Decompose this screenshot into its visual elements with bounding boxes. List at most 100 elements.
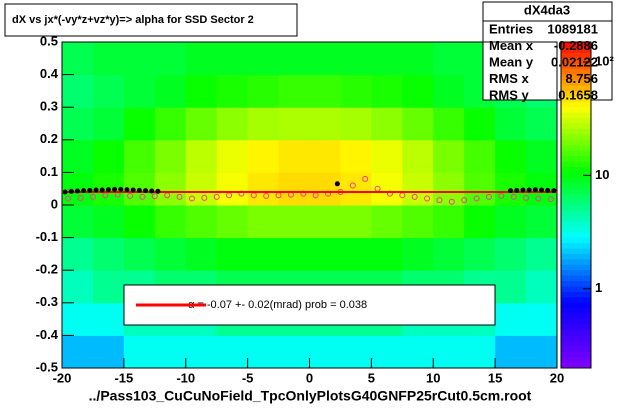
heat-cell bbox=[526, 302, 558, 336]
heat-cell bbox=[526, 107, 558, 141]
heat-cell bbox=[464, 172, 496, 206]
heat-cell bbox=[216, 74, 249, 108]
heat-cell bbox=[402, 139, 434, 173]
heat-cell bbox=[62, 74, 94, 108]
palette-step bbox=[561, 63, 591, 70]
chart-title: dX vs jx*(-vy*z+vz*y)=> alpha for SSD Se… bbox=[12, 14, 254, 26]
heat-cell bbox=[340, 172, 372, 206]
heat-cell bbox=[495, 107, 527, 141]
palette-step bbox=[561, 58, 591, 65]
profile-point bbox=[112, 186, 118, 192]
heat-cell bbox=[154, 139, 187, 173]
heat-cell bbox=[464, 335, 496, 369]
profile-point bbox=[105, 187, 111, 193]
palette-step bbox=[561, 297, 591, 304]
heat-cell bbox=[340, 139, 372, 173]
palette-step bbox=[561, 275, 591, 282]
palette-step bbox=[561, 340, 591, 347]
heat-cell bbox=[247, 172, 280, 206]
z-tick-label: 10 bbox=[595, 167, 609, 182]
heat-cell bbox=[185, 172, 218, 206]
palette-step bbox=[561, 123, 591, 130]
x-tick-label: -5 bbox=[242, 370, 254, 385]
profile-point bbox=[81, 188, 87, 194]
heat-cell bbox=[92, 270, 125, 304]
profile-point bbox=[124, 187, 130, 193]
heat-cell bbox=[154, 107, 187, 141]
profile-point bbox=[424, 195, 431, 202]
heat-cell bbox=[526, 270, 558, 304]
heat-cell bbox=[154, 335, 187, 369]
profile-point bbox=[448, 198, 455, 205]
heat-cell bbox=[278, 205, 310, 239]
profile-point bbox=[510, 193, 517, 200]
z-tick-label: 1 bbox=[595, 280, 602, 295]
heat-cell bbox=[216, 42, 249, 76]
heat-cell bbox=[526, 335, 558, 369]
profile-point bbox=[520, 187, 526, 193]
heat-cell bbox=[92, 335, 125, 369]
palette-step bbox=[561, 177, 591, 184]
title-box bbox=[4, 3, 298, 37]
profile-point bbox=[532, 187, 538, 193]
heat-cell bbox=[62, 302, 94, 336]
x-tick-label: -20 bbox=[53, 370, 72, 385]
heat-cell bbox=[185, 42, 218, 76]
heat-cell bbox=[216, 172, 249, 206]
profile-point bbox=[130, 187, 136, 193]
heat-cell bbox=[247, 139, 280, 173]
heat-cell bbox=[309, 42, 341, 76]
heat-cell bbox=[495, 302, 527, 336]
palette-step bbox=[561, 253, 591, 260]
palette-step bbox=[561, 80, 591, 86]
palette-step bbox=[561, 351, 591, 358]
heat-cell bbox=[123, 205, 156, 239]
heat-cell bbox=[340, 237, 372, 271]
profile-point bbox=[87, 187, 93, 193]
heat-cell bbox=[371, 237, 403, 271]
stats-label: Entries bbox=[489, 21, 533, 36]
heat-cell bbox=[433, 237, 465, 271]
palette-step bbox=[561, 85, 591, 92]
profile-point bbox=[77, 194, 84, 201]
heat-cell bbox=[247, 205, 280, 239]
x-tick-label: 0 bbox=[306, 370, 313, 385]
profile-point bbox=[93, 187, 99, 193]
profile-point bbox=[349, 182, 356, 189]
heat-cell bbox=[185, 335, 218, 369]
heat-cell bbox=[123, 42, 156, 76]
heat-cell bbox=[92, 237, 125, 271]
stats-title: dX4da3 bbox=[524, 2, 570, 17]
palette-step bbox=[561, 324, 591, 331]
stats-value: 0.02122 bbox=[551, 54, 598, 69]
palette-step bbox=[561, 237, 591, 244]
heat-cell bbox=[402, 74, 434, 108]
heat-cell bbox=[371, 42, 403, 76]
profile-point bbox=[411, 193, 418, 200]
heat-cell bbox=[185, 237, 218, 271]
heat-cell bbox=[92, 205, 125, 239]
heat-cell bbox=[309, 172, 341, 206]
heat-cell bbox=[464, 139, 496, 173]
palette-step bbox=[561, 281, 591, 287]
x-tick-label: -10 bbox=[176, 370, 195, 385]
profile-point bbox=[143, 188, 149, 194]
profile-point bbox=[127, 192, 134, 199]
x-tick-label: 15 bbox=[488, 370, 502, 385]
heat-cell bbox=[92, 139, 125, 173]
heat-cell bbox=[464, 205, 496, 239]
profile-point bbox=[139, 193, 146, 200]
stats-value: 1089181 bbox=[547, 21, 598, 36]
palette-step bbox=[561, 232, 591, 239]
palette-step bbox=[561, 107, 591, 114]
heat-cell bbox=[92, 302, 125, 336]
heat-cell bbox=[433, 42, 465, 76]
heat-cell bbox=[464, 237, 496, 271]
heat-cell bbox=[371, 205, 403, 239]
z-tick-label: 10² bbox=[595, 53, 614, 68]
heat-cell bbox=[154, 42, 187, 76]
heat-cell bbox=[402, 237, 434, 271]
heat-cell bbox=[62, 205, 94, 239]
palette-step bbox=[561, 166, 591, 173]
palette-step bbox=[561, 329, 591, 336]
